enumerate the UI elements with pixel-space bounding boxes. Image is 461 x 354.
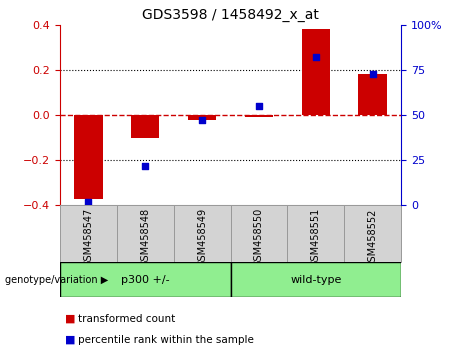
Text: ■: ■ — [65, 335, 75, 345]
Text: GSM458550: GSM458550 — [254, 208, 264, 267]
Text: GSM458547: GSM458547 — [83, 208, 94, 267]
Text: GSM458548: GSM458548 — [140, 208, 150, 267]
Point — [312, 55, 319, 60]
Bar — [344, 205, 401, 262]
Point — [198, 118, 206, 123]
Bar — [188, 115, 216, 120]
Point — [255, 103, 263, 109]
Text: GSM458549: GSM458549 — [197, 208, 207, 267]
Point — [142, 163, 149, 169]
Bar — [74, 115, 102, 199]
Text: GSM458551: GSM458551 — [311, 208, 321, 267]
Text: wild-type: wild-type — [290, 275, 342, 285]
Text: percentile rank within the sample: percentile rank within the sample — [78, 335, 254, 345]
Bar — [131, 115, 160, 138]
Bar — [60, 262, 230, 297]
Bar — [358, 74, 387, 115]
Bar — [117, 205, 174, 262]
Bar — [287, 205, 344, 262]
Text: GSM458552: GSM458552 — [367, 208, 378, 268]
Text: genotype/variation ▶: genotype/variation ▶ — [5, 275, 108, 285]
Text: transformed count: transformed count — [78, 314, 176, 324]
Text: p300 +/-: p300 +/- — [121, 275, 170, 285]
Bar — [245, 115, 273, 117]
Point — [85, 199, 92, 205]
Bar — [174, 205, 230, 262]
Bar — [230, 262, 401, 297]
Bar — [230, 205, 287, 262]
Title: GDS3598 / 1458492_x_at: GDS3598 / 1458492_x_at — [142, 8, 319, 22]
Bar — [301, 29, 330, 115]
Text: ■: ■ — [65, 314, 75, 324]
Point — [369, 71, 376, 76]
Bar — [60, 205, 117, 262]
